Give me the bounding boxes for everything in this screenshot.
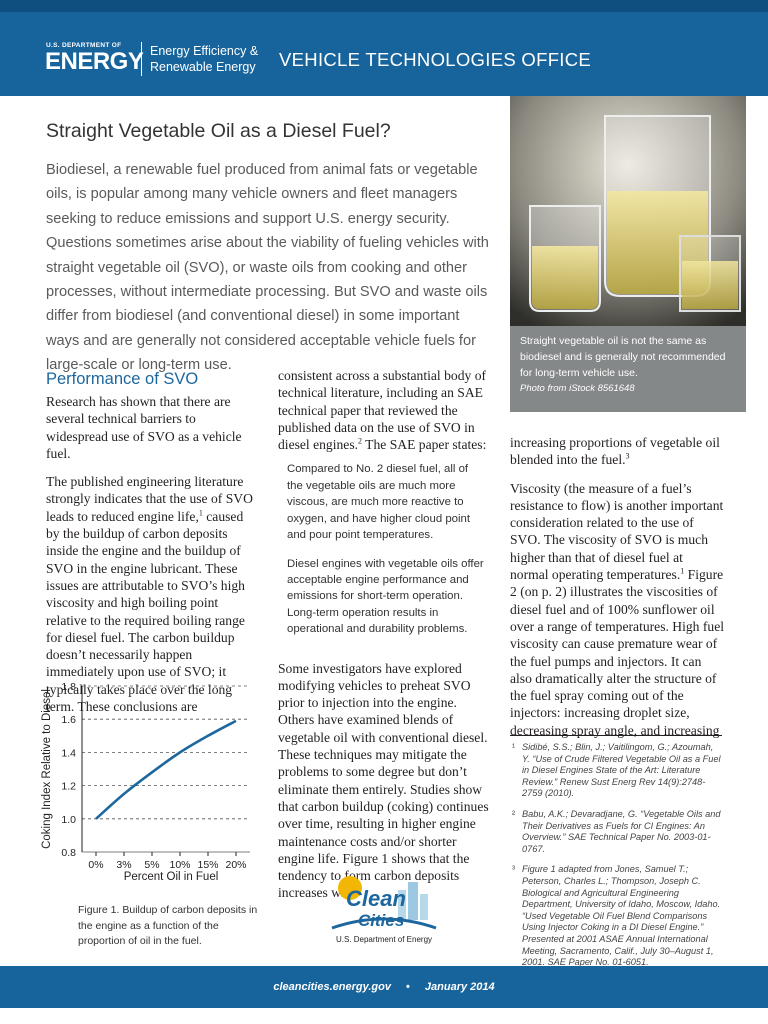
right-column: increasing proportions of vegetable oil …: [510, 434, 724, 750]
footnote-rule: [510, 735, 722, 736]
header-strip: [0, 0, 768, 12]
intro: Biodiesel, a renewable fuel produced fro…: [46, 162, 489, 374]
office-title: VEHICLE TECHNOLOGIES OFFICE: [279, 49, 592, 70]
divider: [141, 42, 142, 76]
footer-separator: •: [406, 981, 410, 993]
text-run: The published engineering literature str…: [46, 474, 253, 524]
logo-building: [398, 890, 406, 920]
photo-block: Straight vegetable oil is not the same a…: [510, 96, 746, 412]
footnote-text: Sidibé, S.S.; Blin, J.; Vaitilingom, G.;…: [522, 742, 721, 799]
y-axis-title: Coking Index Relative to Diesel: [41, 689, 53, 849]
header-band: U.S. DEPARTMENT OF ENERGY Energy Efficie…: [0, 0, 768, 96]
office-line: Energy Efficiency &: [150, 44, 259, 58]
footnotes: ¹ Sidibé, S.S.; Blin, J.; Vaitilingom, G.…: [510, 742, 722, 978]
paragraph: The published engineering literature str…: [46, 473, 260, 715]
photo: [510, 96, 746, 326]
logo-org: U.S. Department of Energy: [336, 935, 432, 944]
footnote-ref: 1: [680, 566, 685, 576]
text-run: consistent across a substantial body of …: [278, 368, 487, 453]
paragraph: Viscosity (the measure of a fuel’s resis…: [510, 480, 724, 739]
y-tick-label: 1.6: [61, 714, 76, 726]
oil: [532, 246, 598, 309]
y-tick-label: 0.8: [61, 847, 76, 859]
footnote-ref: 2: [358, 436, 363, 446]
text-run: Some investigators have explored modifyi…: [278, 660, 489, 901]
footnote-text: Babu, A.K.; Devaradjane, G. “Vegetable O…: [522, 808, 721, 854]
footnote: ¹ Sidibé, S.S.; Blin, J.; Vaitilingom, G.…: [510, 742, 722, 800]
quote: Compared to No. 2 diesel fuel, all of th…: [287, 463, 471, 542]
footnote: ² Babu, A.K.; Devaradjane, G. “Vegetable …: [510, 809, 722, 855]
logo-word: Cities: [358, 911, 404, 930]
y-tick-label: 1.4: [61, 747, 76, 759]
office: Energy Efficiency & Renewable Energy: [150, 43, 258, 75]
oil: [682, 261, 738, 309]
agency-name: ENERGY: [45, 48, 144, 75]
paragraph: Research has shown that there are severa…: [46, 393, 260, 462]
clean-cities-logo: Clean Cities U.S. Department of Energy: [331, 876, 437, 944]
y-tick-label: 1.8: [61, 681, 76, 693]
office-line: Renewable Energy: [150, 60, 256, 74]
line: [95, 719, 237, 820]
footer-date: January 2014: [424, 981, 495, 993]
middle-column: consistent across a substantial body of …: [278, 367, 492, 902]
logo-building: [408, 882, 418, 920]
x-tick-label: 0%: [88, 859, 103, 871]
photo-caption: Straight vegetable oil is not the same a…: [520, 335, 726, 379]
middle-paragraph: Some investigators have explored modifyi…: [278, 660, 492, 902]
footnote: ³ Figure 1 adapted from Jones, Samuel T.;…: [510, 864, 722, 968]
section-heading: Performance of SVO: [46, 370, 199, 388]
quote: Diesel engines with vegetable oils offer…: [287, 557, 484, 636]
footnote-text: Figure 1 adapted from Jones, Samuel T.; …: [522, 864, 721, 968]
text-run: increasing proportions of vegetable oil …: [510, 435, 720, 468]
x-tick-label: 15%: [197, 859, 218, 871]
footnote-ref: 1: [198, 508, 203, 518]
x-tick-label: 10%: [169, 859, 190, 871]
footnote-ref: 3: [625, 451, 630, 461]
photo-caption-box: Straight vegetable oil is not the same a…: [510, 326, 746, 412]
logo-building: [420, 894, 428, 920]
left-column: Research has shown that there are severa…: [46, 393, 260, 726]
agency-small: U.S. DEPARTMENT OF: [46, 42, 122, 49]
x-tick-label: 5%: [144, 859, 159, 871]
y-tick-label: 1.0: [61, 814, 76, 826]
y-tick-label: 1.2: [61, 781, 76, 793]
paragraph: increasing proportions of vegetable oil …: [510, 434, 724, 469]
text-run: Research has shown that there are severa…: [46, 394, 242, 461]
quotes: Compared to No. 2 diesel fuel, all of th…: [287, 461, 485, 637]
text-run: Viscosity (the measure of a fuel’s resis…: [510, 480, 724, 583]
logo-sun: [338, 876, 362, 900]
text-run: The SAE paper states:: [362, 437, 487, 453]
x-tick-label: 3%: [116, 859, 131, 871]
headline: Straight Vegetable Oil as a Diesel Fuel?: [46, 120, 391, 142]
footnote-mark: ²: [512, 808, 516, 819]
footnote-mark: ¹: [512, 742, 516, 752]
footer: cleancities.energy.gov • January 2014: [0, 966, 768, 1008]
footer-url: cleancities.energy.gov: [273, 981, 391, 993]
x-axis-title: Percent Oil in Fuel: [124, 871, 219, 883]
logo-swoosh: [331, 917, 437, 930]
chart: Coking Index Relative to Diesel Percent …: [41, 681, 250, 883]
photo-credit: Photo from iStock 8561648: [520, 383, 635, 394]
middle-intro: consistent across a substantial body of …: [278, 367, 492, 453]
footnote-mark: ³: [512, 864, 516, 875]
x-tick-label: 20%: [225, 859, 246, 871]
logo-word: Clean: [346, 886, 406, 911]
text-run: Figure 2 (on p. 2) illustrates the visco…: [510, 567, 725, 738]
figure-caption: Figure 1. Buildup of carbon deposits in …: [78, 904, 258, 947]
text-run: caused by the buildup of carbon deposits…: [46, 508, 245, 715]
